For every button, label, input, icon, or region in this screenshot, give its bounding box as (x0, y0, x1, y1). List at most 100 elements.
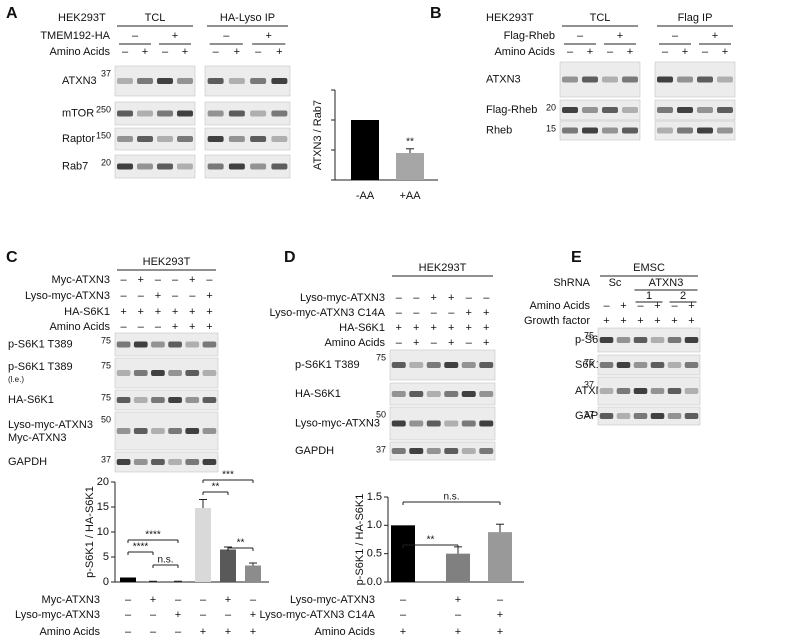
bar (220, 549, 236, 582)
blot-band (228, 110, 245, 117)
blot-band (426, 391, 441, 397)
bar (120, 577, 136, 582)
condition-sign: + (172, 321, 178, 333)
condition-sign: – (448, 307, 455, 319)
condition-sign: + (603, 315, 609, 327)
sig-label: n.s. (157, 555, 173, 566)
blot-band (168, 428, 182, 434)
blot-band (137, 110, 153, 117)
condition-sign: – (567, 46, 574, 58)
group-header: EMSC (633, 262, 665, 274)
panel-letter: B (430, 5, 442, 22)
condition-sign: – (150, 626, 157, 638)
blot-strip (114, 451, 219, 473)
condition-sign: – (483, 292, 490, 304)
blot-label: ATXN3 (486, 73, 521, 85)
blot-band (650, 362, 665, 368)
blot-strip (389, 441, 496, 461)
condition-sign: + (587, 46, 593, 58)
blot-band (202, 370, 217, 376)
condition-sign: + (172, 306, 178, 318)
condition-sign: + (225, 626, 231, 638)
blot-band (461, 391, 476, 397)
blot-strip (114, 154, 196, 179)
blot-band (151, 370, 165, 376)
blot-band (117, 78, 133, 84)
condition-label: Amino Acids (39, 626, 100, 638)
y-tick-label: 15 (97, 501, 109, 513)
y-tick-label: 1.5 (367, 491, 382, 503)
blot-band (479, 391, 494, 397)
blot-band (677, 76, 693, 83)
blot-band (271, 163, 288, 170)
blot-band (391, 391, 406, 397)
sig-label: **** (145, 530, 161, 541)
condition-sign: + (155, 290, 161, 302)
bar (245, 565, 261, 582)
blot-strip (654, 99, 736, 121)
blot-band (117, 163, 133, 170)
blot-strip (597, 327, 701, 353)
blot-band (479, 420, 494, 427)
condition-sign: + (722, 46, 728, 58)
condition-sign: – (138, 290, 145, 302)
condition-sign: – (225, 609, 232, 621)
condition-label: Myc-ATXN3 (42, 594, 100, 606)
blot-band (582, 107, 598, 113)
sig-label: ** (406, 136, 414, 147)
condition-sign: – (455, 609, 462, 621)
condition-sign: – (672, 30, 679, 42)
blot-band (697, 127, 713, 134)
condition-sign: + (189, 274, 195, 286)
blot-band (207, 163, 224, 170)
condition-sign: + (617, 30, 623, 42)
sig-label: ** (212, 482, 220, 493)
sig-label: *** (222, 470, 234, 481)
blot-label: Flag-Rheb (486, 104, 537, 116)
bar (351, 120, 379, 180)
condition-sign: – (200, 609, 207, 621)
blot-band (409, 448, 424, 454)
group-header: TCL (590, 12, 611, 24)
mw-marker: 37 (101, 454, 111, 464)
blot-strip (559, 99, 641, 121)
condition-sign: + (497, 626, 503, 638)
blot-band (133, 341, 148, 348)
condition-sign: – (206, 274, 213, 286)
mw-marker: 75 (376, 352, 386, 362)
blot-band (177, 136, 193, 142)
blot-strip (204, 127, 291, 151)
blot-band (133, 397, 148, 403)
blot-band (157, 136, 173, 142)
blot-band (177, 163, 193, 170)
blot-band (697, 107, 713, 113)
blot-band (202, 341, 217, 348)
blot-label: Lyso-myc-ATXN3 (8, 419, 93, 431)
blot-band (391, 448, 406, 454)
condition-sign: + (688, 300, 694, 312)
blot-band (157, 110, 173, 117)
mw-marker: 150 (96, 130, 111, 140)
blot-strip (389, 349, 496, 381)
blot-label: Rab7 (62, 160, 88, 172)
condition-sign: + (200, 626, 206, 638)
blot-band (228, 163, 245, 170)
condition-sign: + (620, 315, 626, 327)
blot-label: Rheb (486, 124, 512, 136)
blot-band (426, 420, 441, 427)
condition-sign: – (603, 300, 610, 312)
condition-sign: – (155, 274, 162, 286)
blot-label: p-S6K1 T389 (8, 338, 73, 350)
blot-band (151, 341, 165, 348)
condition-sign: + (413, 337, 419, 349)
mw-marker: 50 (376, 409, 386, 419)
blot-band (250, 78, 267, 84)
blot-band (667, 413, 682, 419)
mw-marker: 15 (546, 123, 556, 133)
bar (391, 525, 415, 582)
sig-label: **** (133, 542, 149, 553)
blot-strip (114, 65, 196, 97)
mw-marker: 75 (101, 335, 111, 345)
condition-sign: + (483, 337, 489, 349)
blot-band (622, 107, 638, 113)
